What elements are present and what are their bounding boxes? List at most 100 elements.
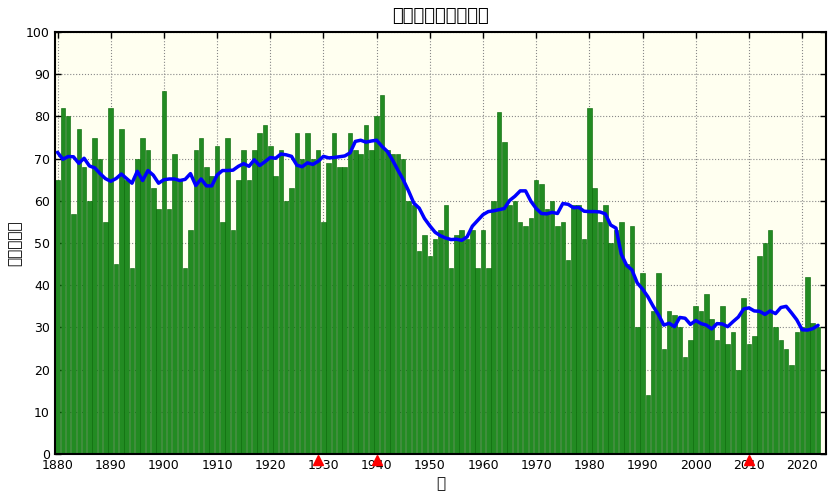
Bar — [454, 235, 459, 454]
Bar — [108, 108, 113, 454]
Bar — [300, 159, 304, 454]
Bar — [625, 264, 629, 454]
Bar — [342, 167, 347, 454]
Bar — [183, 268, 187, 454]
Bar — [247, 180, 252, 454]
Bar — [816, 328, 821, 454]
Bar — [316, 150, 321, 454]
Bar — [800, 328, 805, 454]
Bar — [561, 222, 565, 454]
Bar — [470, 231, 475, 454]
Bar — [209, 175, 214, 454]
Bar — [630, 226, 634, 454]
Bar — [545, 209, 549, 454]
Bar — [262, 125, 267, 454]
Bar — [720, 306, 725, 454]
Bar — [332, 133, 337, 454]
Bar — [71, 214, 76, 454]
Bar — [273, 175, 278, 454]
Bar — [752, 336, 756, 454]
Bar — [539, 184, 544, 454]
Bar — [92, 137, 97, 454]
Bar — [114, 264, 118, 454]
Bar — [391, 154, 395, 454]
Bar — [87, 201, 92, 454]
Bar — [651, 311, 656, 454]
Bar — [619, 222, 624, 454]
Bar — [103, 222, 107, 454]
Bar — [556, 226, 560, 454]
Bar — [486, 268, 491, 454]
Bar — [374, 117, 379, 454]
Bar — [614, 231, 618, 454]
Bar — [347, 133, 352, 454]
Bar — [592, 188, 597, 454]
Bar — [746, 344, 751, 454]
Bar — [135, 159, 140, 454]
Bar — [119, 129, 123, 454]
Bar — [172, 154, 177, 454]
Bar — [427, 255, 432, 454]
Bar — [576, 205, 581, 454]
Bar — [97, 159, 102, 454]
Bar — [757, 255, 762, 454]
Bar — [327, 163, 331, 454]
Bar — [322, 222, 326, 454]
Bar — [226, 137, 230, 454]
Bar — [204, 167, 209, 454]
Bar — [550, 201, 555, 454]
Bar — [598, 222, 602, 454]
Bar — [401, 159, 406, 454]
Bar — [278, 150, 283, 454]
Bar — [789, 366, 794, 454]
Bar — [715, 340, 719, 454]
Bar — [140, 137, 145, 454]
Bar — [581, 239, 586, 454]
Bar — [507, 205, 511, 454]
Bar — [566, 260, 571, 454]
Bar — [364, 125, 368, 454]
Bar — [768, 231, 772, 454]
X-axis label: 年: 年 — [436, 476, 445, 491]
Bar — [699, 311, 703, 454]
Bar — [289, 188, 294, 454]
Title: 新潟の年間冬日日数: 新潟の年間冬日日数 — [392, 7, 489, 25]
Bar — [529, 218, 533, 454]
Bar — [496, 112, 501, 454]
Bar — [130, 268, 134, 454]
Bar — [795, 332, 799, 454]
Bar — [66, 117, 71, 454]
Bar — [806, 277, 810, 454]
Bar — [385, 150, 390, 454]
Bar — [438, 231, 442, 454]
Bar — [77, 129, 81, 454]
Bar — [571, 205, 576, 454]
Bar — [242, 150, 246, 454]
Bar — [162, 91, 166, 454]
Bar — [518, 222, 522, 454]
Bar — [220, 222, 225, 454]
Bar — [236, 180, 241, 454]
Bar — [656, 272, 661, 454]
Bar — [779, 340, 783, 454]
Bar — [694, 306, 698, 454]
Bar — [641, 272, 645, 454]
Bar — [215, 146, 219, 454]
Bar — [177, 180, 182, 454]
Bar — [661, 349, 666, 454]
Bar — [736, 370, 741, 454]
Bar — [481, 231, 486, 454]
Bar — [199, 137, 203, 454]
Bar — [295, 133, 299, 454]
Bar — [683, 357, 687, 454]
Bar — [412, 205, 416, 454]
Bar — [608, 243, 613, 454]
Bar — [465, 239, 469, 454]
Bar — [646, 395, 650, 454]
Bar — [353, 150, 357, 454]
Bar — [252, 150, 257, 454]
Bar — [193, 150, 198, 454]
Bar — [491, 201, 496, 454]
Bar — [380, 95, 384, 454]
Bar — [726, 344, 730, 454]
